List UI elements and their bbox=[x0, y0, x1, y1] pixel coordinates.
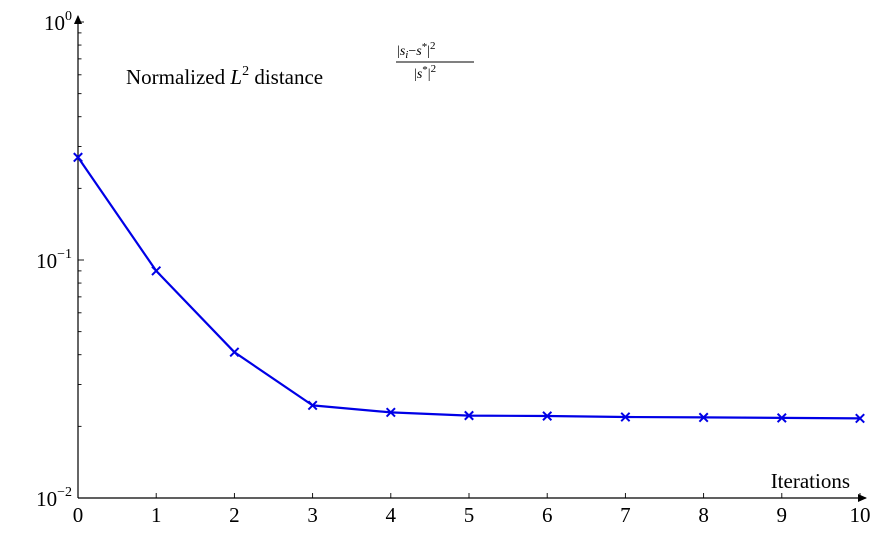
x-tick-label-7: 7 bbox=[620, 503, 631, 527]
series-line-0 bbox=[77, 156, 861, 420]
frac-num-minus: − bbox=[408, 44, 416, 59]
x-tick-label-8: 8 bbox=[698, 503, 709, 527]
data-point-2 bbox=[229, 347, 240, 358]
frac-den-star: * bbox=[422, 64, 428, 76]
y-label-L: L bbox=[229, 65, 242, 89]
y-major-ticks: 10−2 10−1 100 bbox=[36, 9, 84, 511]
x-ticks: 0 1 2 3 4 5 6 7 8 9 10 bbox=[73, 493, 871, 527]
data-point-1 bbox=[151, 265, 162, 276]
frac-num-s: s bbox=[416, 44, 422, 59]
x-tick-label-1: 1 bbox=[151, 503, 162, 527]
data-point-8 bbox=[698, 412, 709, 423]
x-tick-label-10: 10 bbox=[850, 503, 871, 527]
svg-text:Normalized L2 distance: Normalized L2 distance bbox=[126, 64, 323, 89]
data-point-0 bbox=[73, 152, 83, 163]
y-label-prefix: Normalized bbox=[126, 65, 230, 89]
frac-num-si: s bbox=[400, 44, 406, 59]
data-point-9 bbox=[776, 413, 787, 423]
x-tick-label-2: 2 bbox=[229, 503, 240, 527]
frac-num-exp: 2 bbox=[430, 40, 436, 52]
series-group bbox=[73, 152, 865, 424]
x-tick-label-6: 6 bbox=[542, 503, 553, 527]
data-point-5 bbox=[464, 410, 474, 421]
y-tick-label-1: 10−1 bbox=[36, 247, 72, 273]
y-tick-label-2: 100 bbox=[44, 9, 72, 35]
data-point-7 bbox=[620, 412, 631, 422]
svg-text:|s*|2: |s*|2 bbox=[414, 63, 436, 82]
x-tick-label-3: 3 bbox=[307, 503, 318, 527]
y-label-L-exp: 2 bbox=[242, 64, 249, 79]
x-tick-label-0: 0 bbox=[73, 503, 84, 527]
frac-num-i: i bbox=[405, 49, 408, 61]
x-axis-label: Iterations bbox=[771, 469, 850, 493]
frac-den-exp: 2 bbox=[431, 63, 437, 75]
frac-num-star: * bbox=[422, 41, 428, 53]
x-tick-label-5: 5 bbox=[464, 503, 475, 527]
x-tick-label-4: 4 bbox=[386, 503, 397, 527]
y-axis-label: Normalized L2 distance |si−s*|2 |s*|2 bbox=[126, 40, 474, 89]
data-point-4 bbox=[385, 407, 396, 418]
frac-num-left: | bbox=[397, 44, 400, 59]
data-point-6 bbox=[542, 411, 553, 421]
svg-text:|si−s*|2: |si−s*|2 bbox=[397, 40, 436, 61]
frac-num-right: | bbox=[427, 44, 430, 59]
data-point-3 bbox=[307, 400, 318, 411]
frac-den-left: | bbox=[414, 67, 417, 82]
x-tick-label-9: 9 bbox=[777, 503, 788, 527]
frac-den-right: | bbox=[428, 67, 431, 82]
y-label-suffix: distance bbox=[249, 65, 323, 89]
data-point-10 bbox=[855, 413, 865, 424]
y-minor-ticks bbox=[78, 32, 82, 427]
frac-den-s: s bbox=[417, 67, 423, 82]
y-tick-label-0: 10−2 bbox=[36, 485, 72, 511]
